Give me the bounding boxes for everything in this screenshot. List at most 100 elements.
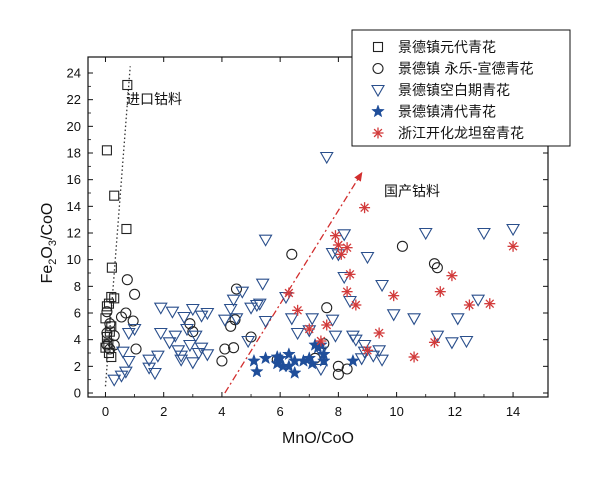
x-axis-label: MnO/CoO — [282, 430, 354, 447]
point-longtan-kiln — [373, 327, 385, 339]
y-tick-label: 18 — [67, 146, 81, 161]
point-longtan-kiln — [315, 335, 327, 347]
x-tick-label: 14 — [506, 404, 520, 419]
point-interregnum — [153, 327, 168, 341]
point-longtan-kiln — [463, 299, 475, 311]
point-interregnum — [180, 323, 194, 337]
point-interregnum — [127, 323, 142, 337]
point-interregnum — [194, 310, 209, 323]
point-interregnum — [182, 339, 197, 353]
point-yongle-xuande — [230, 283, 243, 295]
point-yongle-xuande — [286, 248, 298, 260]
point-interregnum — [223, 303, 238, 317]
y-tick-label: 24 — [67, 66, 81, 81]
point-yongle-xuande — [127, 315, 139, 327]
point-interregnum — [150, 350, 165, 363]
point-interregnum — [407, 313, 422, 326]
point-yuan — [101, 301, 112, 312]
point-yongle-xuande — [396, 240, 408, 252]
point-interregnum — [244, 302, 258, 315]
point-interregnum — [226, 294, 241, 307]
legend-label-longtan-kiln: 浙江开化龙坦窑青花 — [398, 125, 524, 142]
x-tick-label: 10 — [389, 404, 403, 419]
point-interregnum — [305, 313, 320, 326]
legend-label-interregnum: 景德镇空白期青花 — [398, 83, 510, 99]
point-longtan-kiln — [341, 286, 353, 298]
trend-line-domestic-arrow — [224, 171, 363, 394]
y-tick-label: 2 — [74, 359, 81, 374]
point-longtan-kiln — [428, 336, 440, 348]
point-longtan-kiln — [408, 351, 420, 363]
point-interregnum — [165, 306, 180, 319]
point-interregnum — [477, 227, 491, 241]
point-yuan — [101, 331, 112, 343]
point-yongle-xuande — [431, 262, 443, 274]
point-interregnum — [337, 229, 352, 242]
point-interregnum — [162, 337, 177, 350]
legend-marker-4 — [372, 127, 384, 139]
point-longtan-kiln — [361, 344, 373, 356]
point-qing — [282, 347, 296, 361]
point-yuan — [106, 262, 117, 273]
point-qing — [273, 351, 288, 365]
annotation-imported-cobalt: 进口钴料 — [126, 92, 182, 108]
point-interregnum — [174, 350, 189, 363]
x-tick-label: 8 — [335, 404, 342, 419]
point-qing — [316, 347, 331, 361]
point-yuan — [109, 190, 120, 201]
point-interregnum — [372, 345, 387, 358]
point-interregnum — [459, 335, 474, 349]
legend-label-yongle-xuande: 景德镇 永乐-宣德青花 — [398, 62, 534, 78]
point-interregnum — [444, 337, 459, 350]
y-tick-label: 8 — [74, 279, 81, 294]
point-qing — [249, 364, 264, 378]
point-yongle-xuande — [129, 288, 141, 300]
y-tick-label: 10 — [67, 252, 81, 267]
point-interregnum — [360, 251, 375, 265]
y-tick-label: 6 — [74, 306, 81, 321]
point-interregnum — [200, 349, 215, 362]
point-interregnum — [471, 294, 486, 307]
legend-marker-3 — [371, 104, 385, 118]
point-yuan — [101, 145, 112, 156]
legend-box — [351, 29, 571, 147]
point-interregnum — [375, 354, 389, 367]
point-interregnum — [115, 346, 130, 359]
point-longtan-kiln — [292, 304, 304, 316]
point-yongle-xuande — [228, 342, 240, 354]
point-interregnum — [121, 355, 136, 369]
y-tick-label: 0 — [74, 386, 81, 401]
legend-label-qing: 景德镇清代青花 — [398, 105, 496, 121]
point-interregnum — [200, 307, 215, 321]
point-yuan — [121, 223, 132, 235]
point-interregnum — [319, 151, 334, 165]
point-yongle-xuande — [101, 327, 113, 339]
point-yongle-xuande — [120, 307, 132, 319]
plot-area-frame — [87, 56, 549, 398]
point-interregnum — [375, 279, 389, 293]
series-2 — [107, 151, 521, 387]
point-qing — [247, 353, 261, 367]
point-interregnum — [188, 330, 203, 343]
point-qing — [302, 351, 317, 365]
point-interregnum — [249, 299, 264, 313]
point-longtan-kiln — [303, 323, 315, 335]
point-interregnum — [290, 327, 305, 341]
point-interregnum — [185, 303, 200, 317]
y-tick-label: 22 — [67, 92, 81, 107]
point-yongle-xuande — [216, 355, 228, 367]
point-interregnum — [430, 330, 445, 343]
point-interregnum — [450, 313, 465, 326]
point-interregnum — [252, 298, 267, 311]
legend-marker-1 — [372, 62, 384, 75]
point-longtan-kiln — [321, 319, 333, 331]
point-yongle-xuande — [108, 330, 120, 342]
point-longtan-kiln — [359, 202, 371, 214]
point-qing — [258, 351, 273, 365]
point-yongle-xuande — [332, 368, 344, 380]
point-interregnum — [241, 335, 256, 349]
point-interregnum — [258, 234, 273, 247]
point-interregnum — [153, 302, 168, 315]
